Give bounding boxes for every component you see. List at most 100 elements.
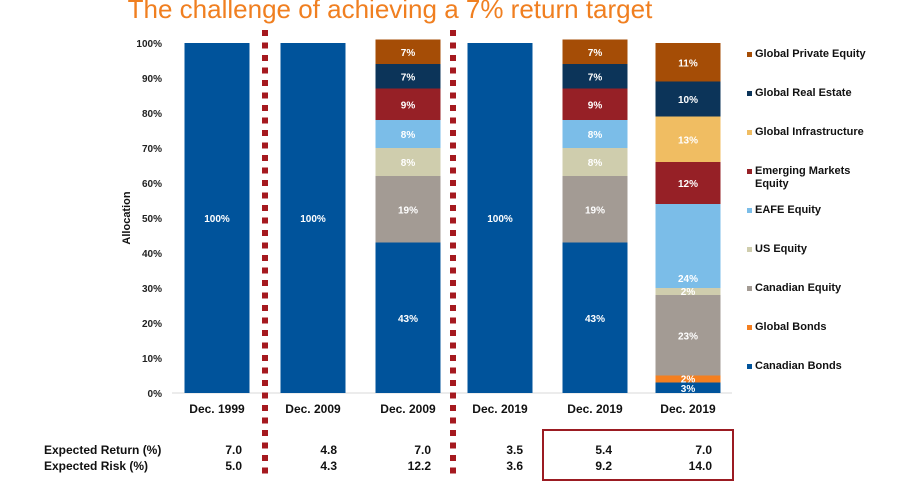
separator-dot — [262, 455, 268, 461]
separator-dot — [262, 467, 268, 474]
legend-label: Global Real Estate — [755, 87, 852, 99]
separator-dot — [262, 442, 268, 449]
separator-dot — [450, 467, 456, 474]
dotted-separator — [450, 30, 456, 474]
separator-dot — [450, 442, 456, 449]
separator-dot — [262, 130, 268, 136]
y-tick-label: 0% — [148, 389, 163, 400]
y-tick-label: 30% — [142, 284, 162, 295]
legend-label: Emerging Markets — [755, 165, 850, 177]
bar-segment-canadian-bonds — [280, 43, 346, 393]
legend-item: Global Bonds — [747, 321, 827, 333]
bar-segment-canadian-bonds — [184, 43, 250, 393]
separator-dot — [450, 342, 456, 349]
legend-label: EAFE Equity — [755, 204, 822, 216]
separator-dot — [262, 417, 268, 424]
data-label: 10% — [678, 95, 698, 106]
bar-segment-global-private-equity — [655, 43, 721, 82]
bar-segment-global-real-estate — [562, 64, 628, 89]
separator-dot — [450, 380, 456, 386]
separator-dot — [450, 155, 456, 161]
x-tick-label: Dec. 2019 — [472, 402, 528, 416]
separator-dot — [262, 355, 268, 361]
bar-segment-global-private-equity — [562, 39, 628, 64]
bar-segment-global-real-estate — [655, 81, 721, 117]
data-label: 3% — [681, 384, 696, 395]
x-axis-labels: Dec. 1999 Dec. 2009 Dec. 2009 Dec. 2019 Dec.… — [189, 402, 716, 416]
bar-stack: 100% — [280, 43, 346, 393]
bar-segment-global-private-equity — [375, 39, 441, 64]
data-label: 8% — [588, 130, 603, 141]
separator-dot — [262, 55, 268, 61]
separator-dot — [450, 292, 456, 299]
bar-segment-us-equity — [375, 148, 441, 176]
separator-dot — [450, 367, 456, 374]
separator-dot — [450, 242, 456, 249]
separator-dot — [262, 155, 268, 161]
bar-segment-eafe-equity — [562, 120, 628, 148]
separator-dot — [450, 255, 456, 261]
separator-dot — [262, 367, 268, 374]
separator-dot — [262, 80, 268, 86]
table-cell: 3.6 — [506, 459, 523, 473]
data-label: 8% — [588, 158, 603, 169]
separator-dot — [450, 180, 456, 186]
bar-segment-canadian-equity — [655, 295, 721, 376]
table-cell: 4.8 — [320, 443, 337, 457]
legend-label: Global Infrastructure — [755, 126, 864, 138]
x-tick-label: Dec. 2019 — [660, 402, 716, 416]
separator-dot — [262, 67, 268, 74]
bar-stack: 43% 19% 8% 8% 9% 7% 7% — [562, 39, 628, 393]
data-label: 43% — [585, 314, 605, 325]
separator-dot — [262, 392, 268, 399]
table-cell: 5.4 — [595, 443, 612, 457]
legend-label: Equity — [755, 178, 789, 190]
table-row: Expected Risk (%) 5.0 4.3 12.2 3.6 9.2 14.0 — [44, 459, 712, 473]
bar-segment-us-equity — [655, 288, 721, 295]
bar-segment-canadian-bonds — [562, 242, 628, 393]
separator-dot — [450, 392, 456, 399]
separator-dot — [450, 230, 456, 236]
separator-dot — [450, 280, 456, 286]
y-tick-label: 40% — [142, 249, 162, 260]
legend-item: US Equity — [747, 243, 808, 255]
separator-dot — [450, 205, 456, 211]
bar-segment-canadian-bonds — [655, 382, 721, 393]
table-row: Expected Return (%) 7.0 4.8 7.0 3.5 5.4 7.0 — [44, 443, 712, 457]
separator-dot — [262, 192, 268, 199]
bar-segment-global-real-estate — [375, 64, 441, 89]
bar-segment-canadian-equity — [375, 176, 441, 243]
legend-item: Global Real Estate — [747, 87, 852, 99]
bar-segment-emerging-markets-equity — [655, 162, 721, 204]
separator-dot — [450, 217, 456, 224]
data-label: 7% — [401, 48, 416, 59]
separator-dot — [450, 317, 456, 324]
separator-dot — [262, 217, 268, 224]
x-tick-label: Dec. 2009 — [285, 402, 341, 416]
table-cell: 3.5 — [506, 443, 523, 457]
metrics-table: Expected Return (%) 7.0 4.8 7.0 3.5 5.4 7.0Exp… — [44, 429, 734, 481]
separator-dot — [262, 92, 268, 99]
separator-dot — [262, 430, 268, 436]
bar-segment-global-infrastructure — [655, 116, 721, 162]
separator-dot — [262, 255, 268, 261]
separator-dot — [450, 192, 456, 199]
legend-label: US Equity — [755, 243, 808, 255]
table-cell: 12.2 — [408, 459, 432, 473]
separator-dot — [262, 105, 268, 111]
dotted-separator — [262, 30, 268, 474]
separator-dot — [262, 42, 268, 49]
data-label: 9% — [588, 100, 603, 111]
table-row-label: Expected Risk (%) — [44, 459, 148, 473]
separator-dot — [262, 380, 268, 386]
separator-dot — [450, 92, 456, 99]
legend-swatch — [747, 325, 752, 330]
data-label: 8% — [401, 158, 416, 169]
bar-segment-canadian-equity — [562, 176, 628, 243]
x-tick-label: Dec. 1999 — [189, 402, 245, 416]
legend-label: Canadian Equity — [755, 282, 842, 294]
data-label: 8% — [401, 130, 416, 141]
separator-dot — [450, 67, 456, 74]
data-label: 19% — [398, 205, 418, 216]
separator-dot — [262, 342, 268, 349]
